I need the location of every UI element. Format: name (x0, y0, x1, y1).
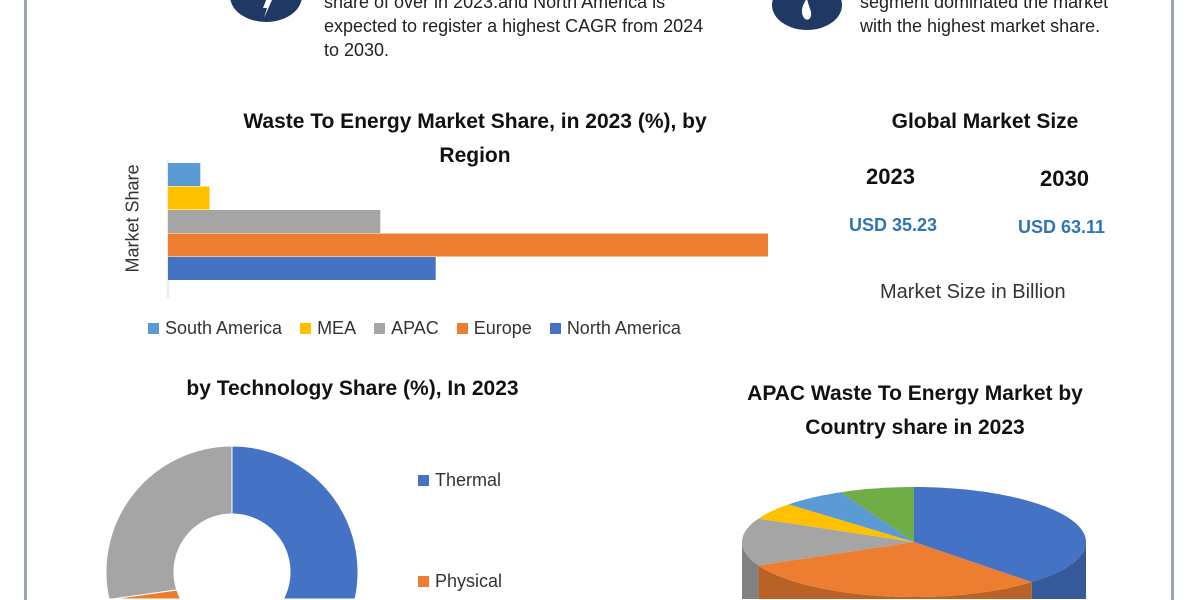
pie-slice-2 (742, 518, 914, 566)
year-2023: 2023 (866, 164, 915, 189)
pie-side-1 (758, 565, 1032, 599)
legend-label: Europe (473, 318, 532, 338)
legend-label: MEA (317, 318, 357, 338)
flame-icon (772, 0, 842, 30)
text-line: to 2030. (324, 40, 390, 60)
bar-europe (168, 233, 768, 257)
title-line: Country share in 2023 (805, 416, 1025, 439)
pie-slice-5 (840, 487, 914, 542)
pie-side-2 (742, 542, 759, 599)
legend-swatch (148, 323, 159, 334)
pie-slice-0 (914, 487, 1086, 583)
pie-side-0 (1031, 542, 1086, 599)
text-line: with the highest market share. (860, 16, 1101, 36)
legend-label: North America (566, 318, 681, 338)
text-line: share of over in 2023.and North America … (324, 0, 666, 12)
bar-south-america (168, 163, 201, 186)
region-chart-title: Waste To Energy Market Share, in 2023 (%… (190, 105, 760, 173)
legend-label: APAC (391, 318, 439, 338)
legend-label: Physical (435, 571, 503, 591)
legend-swatch (418, 576, 429, 587)
legend-label: Thermal (435, 470, 502, 490)
legend-swatch (374, 323, 386, 334)
legend-item: MEA (300, 318, 356, 339)
text-line: expected to register a highest CAGR from… (324, 16, 704, 36)
top-left-text: share of over in 2023.and North America … (324, 0, 764, 62)
apac-chart-title: APAC Waste To Energy Market by Country s… (700, 377, 1130, 445)
year-2030: 2030 (1040, 166, 1089, 191)
technology-donut-chart (105, 445, 359, 600)
region-legend: South America MEA APAC Europe North America (148, 318, 681, 339)
legend-item: North America (549, 318, 681, 339)
legend-swatch (418, 475, 429, 486)
value-2023: USD 35.23 (849, 215, 938, 235)
donut-slice-other (105, 445, 233, 600)
legend-item: Physical (418, 571, 502, 592)
legend-swatch (549, 323, 561, 334)
legend-swatch (300, 323, 312, 334)
title-line: Waste To Energy Market Share, in 2023 (%… (243, 110, 707, 133)
value-2030: USD 63.11 (1018, 217, 1106, 237)
title-line: Region (439, 144, 511, 167)
market-size-unit: Market Size in Billion (880, 281, 1066, 303)
legend-swatch (456, 323, 468, 334)
bar-apac (168, 210, 381, 233)
bar-north-america (168, 257, 436, 280)
pie-slice-4 (788, 492, 914, 542)
title-line: APAC Waste To Energy Market by (747, 382, 1083, 405)
region-bar-chart (167, 160, 768, 298)
market-size-title: Global Market Size (891, 110, 1079, 133)
y-axis-label: Market Share (122, 164, 143, 273)
pie-slice-3 (758, 504, 914, 542)
pie-slice-1 (758, 542, 1032, 597)
text-line: segment dominated the market (860, 0, 1109, 12)
legend-label: South America (165, 318, 283, 338)
legend-item: South America (148, 318, 282, 339)
top-right-text: segment dominated the market with the hi… (860, 0, 1170, 38)
legend-item: Europe (456, 318, 532, 339)
lightning-icon (230, 0, 302, 22)
legend-item: APAC (374, 318, 439, 339)
technology-chart-title: by Technology Share (%), In 2023 (186, 377, 519, 400)
bar-mea (168, 186, 210, 210)
left-border (24, 0, 27, 600)
apac-country-pie-chart (742, 487, 1086, 599)
legend-item: Thermal (418, 470, 501, 491)
right-border (1171, 0, 1174, 600)
